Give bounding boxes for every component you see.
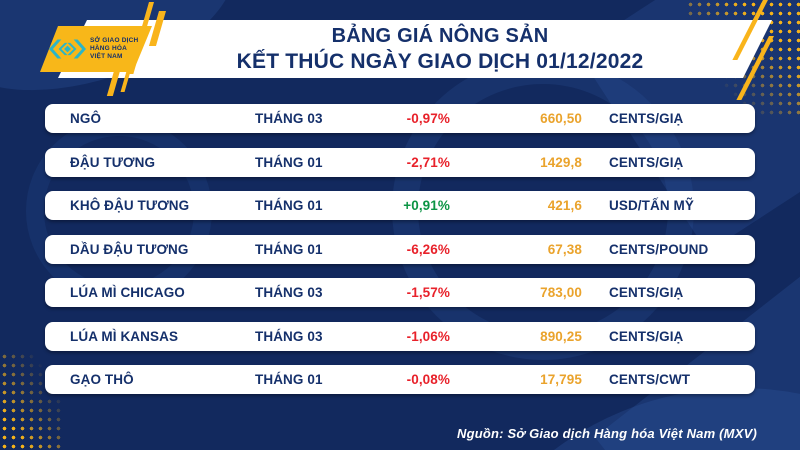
price-unit: USD/TẤN MỸ	[609, 198, 694, 213]
price-row: NGÔ THÁNG 03 -0,97% 660,50 CENTS/GIẠ	[45, 104, 755, 133]
price-value: 17,795	[540, 372, 582, 387]
price-table: NGÔ THÁNG 03 -0,97% 660,50 CENTS/GIẠ ĐẬU…	[45, 104, 755, 394]
price-change-percent: -1,57%	[406, 285, 450, 300]
price-row: LÚA MÌ KANSAS THÁNG 03 -1,06% 890,25 CEN…	[45, 321, 755, 351]
commodity-name: LÚA MÌ CHICAGO	[70, 285, 185, 300]
commodity-name: KHÔ ĐẬU TƯƠNG	[70, 198, 190, 213]
contract-month: THÁNG 01	[255, 241, 323, 257]
price-unit: CENTS/POUND	[609, 241, 709, 257]
price-change-percent: -2,71%	[406, 154, 450, 170]
contract-month: THÁNG 01	[255, 198, 323, 213]
price-unit: CENTS/GIẠ	[609, 328, 684, 344]
contract-month: THÁNG 03	[255, 328, 323, 344]
price-value: 660,50	[540, 111, 582, 126]
price-value: 67,38	[547, 241, 582, 257]
price-value: 890,25	[540, 328, 582, 344]
contract-month: THÁNG 03	[255, 285, 323, 300]
price-change-percent: -0,08%	[406, 372, 450, 387]
mxv-logo: SỞ GIAO DỊCH HÀNG HÓA VIỆT NAM	[40, 26, 152, 72]
price-row: GẠO THÔ THÁNG 01 -0,08% 17,795 CENTS/CWT	[45, 365, 755, 394]
logo-org-line: HÀNG HÓA	[90, 45, 127, 52]
price-change-percent: -0,97%	[406, 111, 450, 126]
price-unit: CENTS/GIẠ	[609, 111, 684, 126]
price-unit: CENTS/GIẠ	[609, 154, 684, 170]
commodity-name: LÚA MÌ KANSAS	[70, 328, 179, 344]
price-row: LÚA MÌ CHICAGO THÁNG 03 -1,57% 783,00 CE…	[45, 278, 755, 307]
commodity-name: NGÔ	[70, 111, 102, 126]
contract-month: THÁNG 03	[255, 111, 323, 126]
commodity-name: GẠO THÔ	[70, 372, 134, 387]
title-line2: KẾT THÚC NGÀY GIAO DỊCH 01/12/2022	[236, 50, 644, 73]
commodity-name: DẦU ĐẬU TƯƠNG	[70, 241, 189, 257]
price-row: ĐẬU TƯƠNG THÁNG 01 -2,71% 1429,8 CENTS/G…	[45, 147, 755, 177]
logo-org-name: SỞ GIAO DỊCH HÀNG HÓA VIỆT NAM	[90, 37, 138, 61]
logo-org-line: VIỆT NAM	[90, 53, 123, 60]
price-value: 421,6	[547, 198, 582, 213]
source-credit: Nguồn: Sở Giao dịch Hàng hóa Việt Nam (M…	[457, 426, 757, 441]
price-value: 783,00	[540, 285, 582, 300]
price-change-percent: -6,26%	[406, 241, 450, 257]
price-change-percent: +0,91%	[403, 198, 450, 213]
mxv-chevron-icon	[49, 39, 86, 59]
price-unit: CENTS/GIẠ	[609, 285, 684, 300]
price-change-percent: -1,06%	[406, 328, 450, 344]
commodity-name: ĐẬU TƯƠNG	[70, 154, 156, 170]
page-title: BẢNG GIÁ NÔNG SẢN KẾT THÚC NGÀY GIAO DỊC…	[150, 23, 730, 75]
title-line1: BẢNG GIÁ NÔNG SẢN	[331, 25, 549, 47]
title-banner	[58, 20, 772, 78]
price-row: KHÔ ĐẬU TƯƠNG THÁNG 01 +0,91% 421,6 USD/…	[45, 191, 755, 220]
price-value: 1429,8	[540, 154, 582, 170]
price-unit: CENTS/CWT	[609, 372, 691, 387]
logo-org-line: SỞ GIAO DỊCH	[90, 37, 139, 44]
contract-month: THÁNG 01	[255, 372, 323, 387]
contract-month: THÁNG 01	[255, 154, 323, 170]
price-row: DẦU ĐẬU TƯƠNG THÁNG 01 -6,26% 67,38 CENT…	[45, 234, 755, 264]
